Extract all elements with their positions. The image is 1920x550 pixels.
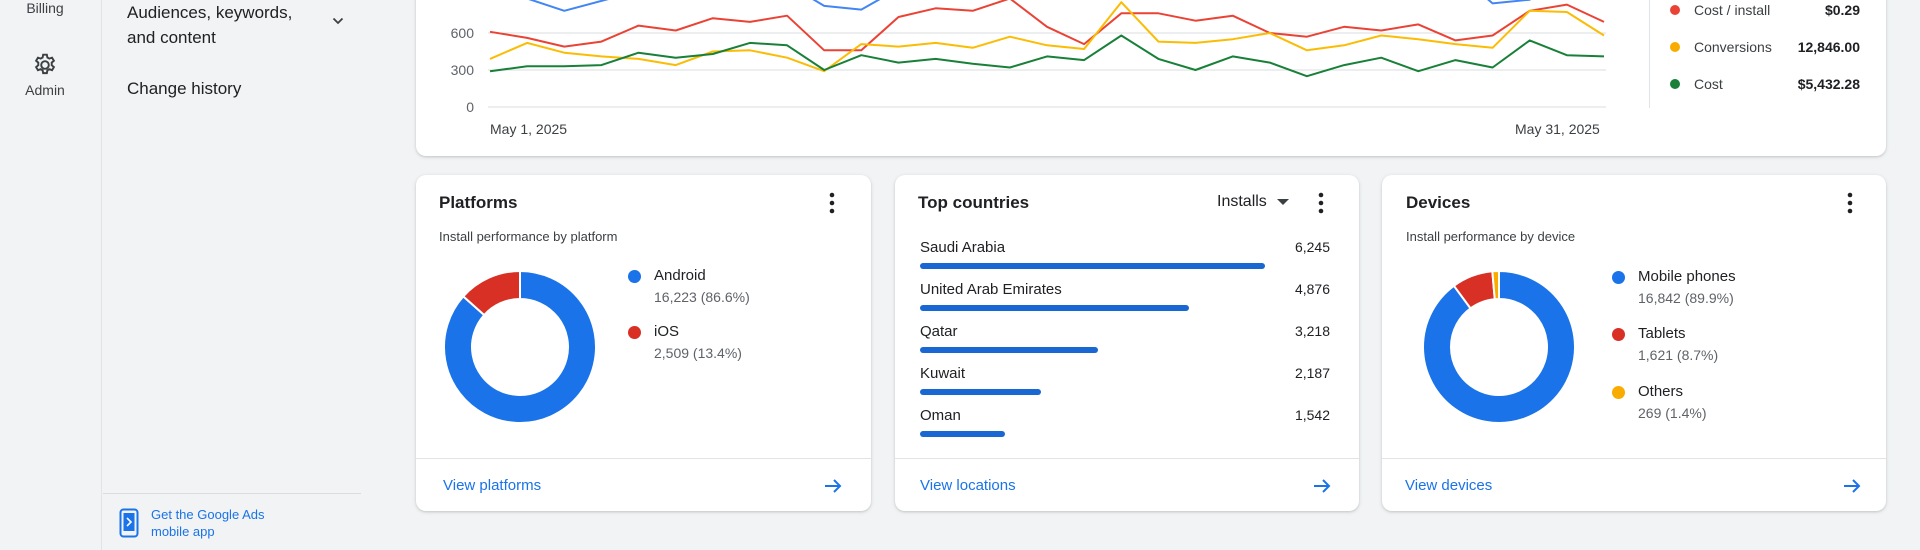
- y-tick-label: 600: [451, 25, 475, 41]
- legend-value: 2,509 (13.4%): [654, 345, 742, 361]
- donut-slice[interactable]: [461, 269, 521, 317]
- legend-dot: [1670, 79, 1680, 89]
- card-divider: [895, 458, 1359, 459]
- legend-row-conversions[interactable]: Conversions 12,846.00: [1670, 39, 1860, 55]
- country-value: 6,245: [1294, 239, 1330, 255]
- legend-value: 1,621 (8.7%): [1638, 347, 1719, 363]
- legend-name: Cost / install: [1694, 2, 1771, 18]
- country-bar: [920, 431, 1005, 437]
- caret-down-icon: [1276, 199, 1289, 205]
- country-name: United Arab Emirates: [920, 281, 1062, 298]
- devices-subtitle: Install performance by device: [1406, 229, 1576, 244]
- series-line[interactable]: [489, 0, 1605, 52]
- legend-separator: [1649, 0, 1650, 108]
- rail-item-admin[interactable]: Admin: [0, 52, 90, 98]
- legend-value: 269 (1.4%): [1638, 405, 1707, 421]
- devices-card: Devices Install performance by device Mo…: [1382, 175, 1886, 511]
- left-rail: Billing Admin: [0, 0, 102, 550]
- y-tick-label: 0: [466, 99, 474, 115]
- more-vert-icon[interactable]: [1840, 191, 1860, 215]
- mobile-app-promo-text: Get the Google Ads mobile app: [151, 507, 265, 539]
- more-vert-icon[interactable]: [1311, 191, 1331, 215]
- country-name: Saudi Arabia: [920, 239, 1006, 256]
- legend-row-cost-install[interactable]: Cost / install $0.29: [1670, 2, 1860, 18]
- x-axis-end-label: May 31, 2025: [1515, 121, 1600, 137]
- platforms-title: Platforms: [439, 193, 518, 212]
- view-locations-link[interactable]: View locations: [920, 477, 1016, 494]
- series-line[interactable]: [490, 0, 1604, 12]
- arrow-forward-icon[interactable]: [822, 475, 844, 497]
- platforms-subtitle: Install performance by platform: [439, 229, 618, 244]
- platforms-card: Platforms Install performance by platfor…: [416, 175, 871, 511]
- series-line[interactable]: [489, 1, 1605, 73]
- legend-dot: [1670, 42, 1680, 52]
- chevron-down-icon[interactable]: [331, 14, 345, 28]
- country-name: Oman: [920, 407, 961, 424]
- platforms-donut-chart: [443, 269, 597, 424]
- legend-value: $0.29: [1824, 2, 1860, 18]
- subnav-item-audiences[interactable]: Audiences, keywords, and content: [127, 3, 293, 47]
- country-value: 1,542: [1294, 407, 1330, 423]
- legend-value: 16,842 (89.9%): [1638, 290, 1734, 306]
- phone-icon: [119, 508, 139, 538]
- y-tick-label: 300: [451, 62, 475, 78]
- series-line[interactable]: [489, 34, 1605, 78]
- more-vert-icon[interactable]: [822, 191, 842, 215]
- subnav-item-change-history[interactable]: Change history: [127, 79, 242, 98]
- legend-dot: [628, 326, 641, 339]
- card-divider: [1382, 458, 1886, 459]
- secondary-nav: Audiences, keywords, and content Change …: [103, 0, 361, 550]
- countries-title: Top countries: [918, 193, 1030, 212]
- devices-title: Devices: [1406, 193, 1471, 212]
- country-bar: [920, 389, 1041, 395]
- legend-value: 12,846.00: [1797, 39, 1860, 55]
- legend-dot: [1612, 386, 1625, 399]
- legend-name: iOS: [654, 323, 680, 340]
- country-bar: [920, 305, 1189, 311]
- donut-slice[interactable]: [443, 269, 597, 424]
- rail-billing-label: Billing: [26, 0, 64, 16]
- performance-line-chart: 0 300 600: [451, 0, 1606, 115]
- x-axis-start-label: May 1, 2025: [490, 121, 568, 137]
- view-platforms-link[interactable]: View platforms: [443, 477, 542, 494]
- metric-dropdown[interactable]: Installs: [1217, 193, 1289, 211]
- country-value: 2,187: [1294, 365, 1330, 381]
- legend-name: Cost: [1694, 76, 1723, 92]
- legend-row-cost[interactable]: Cost $5,432.28: [1670, 76, 1860, 92]
- mobile-app-promo[interactable]: Get the Google Ads mobile app: [119, 506, 291, 540]
- donut-slice[interactable]: [1422, 269, 1576, 424]
- top-countries-card: Top countries Installs Saudi Arabia 6,24…: [895, 175, 1359, 511]
- country-bar: [920, 347, 1098, 353]
- view-devices-link[interactable]: View devices: [1405, 477, 1493, 494]
- subnav-divider: [103, 493, 361, 494]
- rail-admin-label: Admin: [25, 82, 65, 98]
- legend-dot: [1612, 271, 1625, 284]
- country-value: 3,218: [1294, 323, 1330, 339]
- legend-dot: [1670, 5, 1680, 15]
- performance-chart-card: 0 300 600 May 1, 2025 May 31, 2025 Cost / …: [416, 0, 1886, 156]
- card-divider: [416, 458, 871, 459]
- legend-name: Conversions: [1694, 39, 1772, 55]
- dropdown-label: Installs: [1217, 193, 1267, 210]
- legend-name: Mobile phones: [1638, 268, 1736, 285]
- legend-value: 16,223 (86.6%): [654, 289, 750, 305]
- country-bar: [920, 263, 1265, 269]
- arrow-forward-icon[interactable]: [1311, 475, 1333, 497]
- rail-item-billing[interactable]: Billing: [0, 0, 90, 16]
- devices-donut-chart: [1422, 269, 1576, 424]
- gear-icon: [34, 53, 56, 75]
- legend-dot: [628, 270, 641, 283]
- country-name: Kuwait: [920, 365, 966, 382]
- legend-name: Others: [1638, 383, 1684, 400]
- legend-dot: [1612, 328, 1625, 341]
- legend-name: Android: [654, 267, 706, 284]
- legend-name: Tablets: [1638, 325, 1686, 342]
- legend-value: $5,432.28: [1797, 76, 1860, 92]
- country-value: 4,876: [1294, 281, 1330, 297]
- donut-slice[interactable]: [1491, 269, 1500, 301]
- country-name: Qatar: [920, 323, 958, 340]
- arrow-forward-icon[interactable]: [1841, 475, 1863, 497]
